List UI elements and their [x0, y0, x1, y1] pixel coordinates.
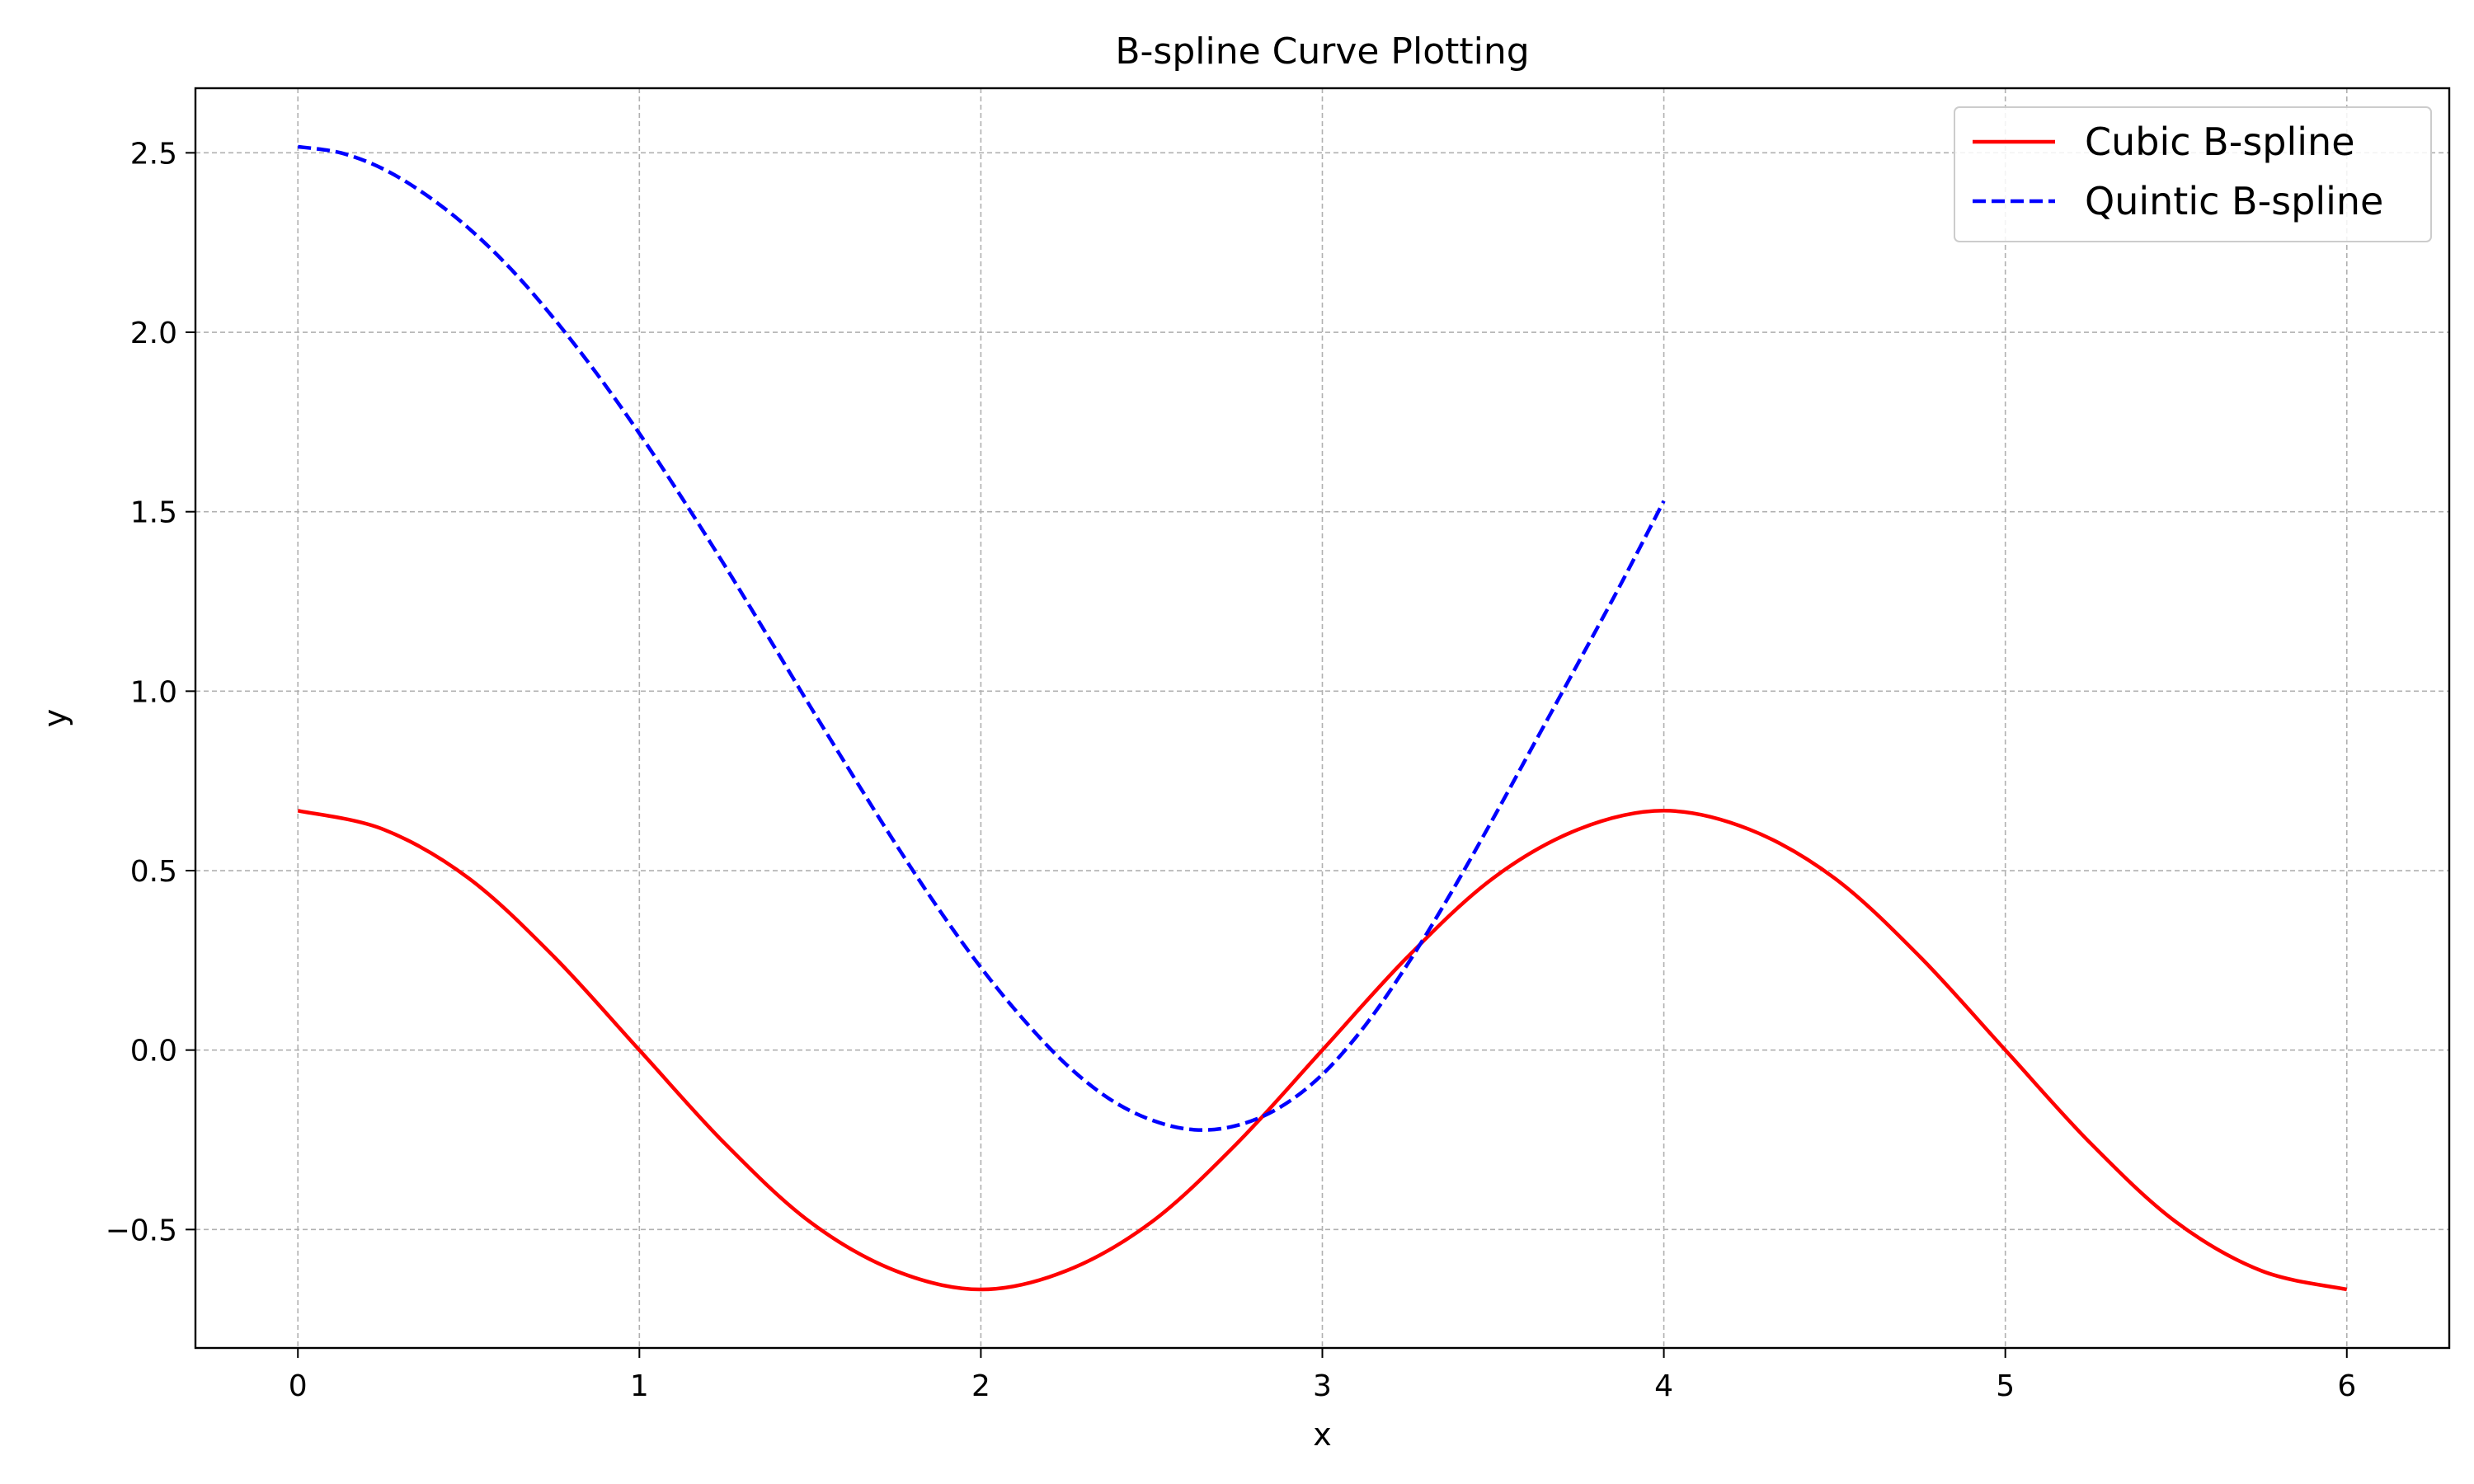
- y-axis-label: y: [37, 709, 73, 728]
- grid-layer: [195, 88, 2449, 1348]
- x-tick-label: 4: [1654, 1369, 1673, 1403]
- x-tick-label: 3: [1313, 1369, 1332, 1403]
- series-layer: [297, 144, 2348, 1292]
- tick-layer: 0 1 2 3 4 5 6 −0.5 0.0 0.5 1.0 1.5 2.0 2.5: [106, 137, 2357, 1403]
- x-tick-label: 1: [630, 1369, 649, 1403]
- series-line-quintic-b-spline: [297, 144, 1666, 1132]
- y-tick-label: 0.0: [130, 1035, 177, 1068]
- x-tick-label: 2: [971, 1369, 990, 1403]
- x-axis-label: x: [1313, 1416, 1332, 1453]
- legend-label: Quintic B-spline: [2085, 179, 2383, 223]
- legend-label: Cubic B-spline: [2085, 120, 2355, 164]
- legend-box: [1954, 106, 2432, 242]
- y-tick-label: 1.5: [130, 496, 177, 530]
- chart-title: B-spline Curve Plotting: [1115, 31, 1529, 73]
- y-tick-label: 0.5: [130, 855, 177, 889]
- legend: Cubic B-spline Quintic B-spline: [1954, 106, 2432, 242]
- y-tick-label: 1.0: [130, 675, 177, 709]
- y-tick-label: 2.0: [130, 317, 177, 350]
- series-line-cubic-b-spline: [297, 809, 2348, 1292]
- x-tick-label: 6: [2337, 1369, 2356, 1403]
- x-tick-label: 0: [289, 1369, 308, 1403]
- y-tick-label: −0.5: [106, 1214, 177, 1247]
- x-tick-label: 5: [1996, 1369, 2015, 1403]
- y-tick-label: 2.5: [130, 137, 177, 171]
